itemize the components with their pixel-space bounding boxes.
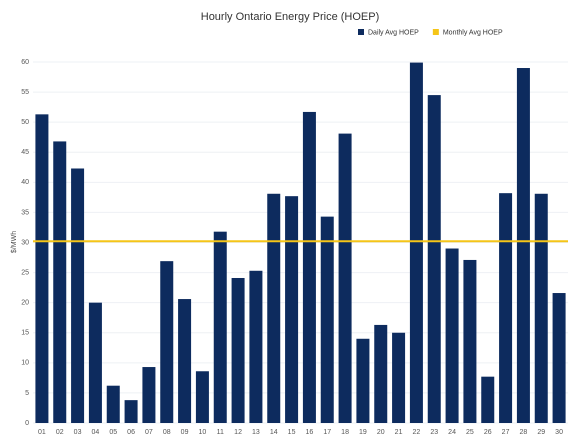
bar: [427, 95, 441, 423]
x-tick-label: 03: [74, 429, 82, 435]
bar: [534, 193, 548, 423]
x-tick-label: 13: [252, 429, 260, 435]
y-tick-label: 40: [21, 179, 29, 186]
x-tick-label: 12: [234, 429, 242, 435]
bar: [124, 400, 138, 423]
x-tick-label: 17: [323, 429, 331, 435]
y-tick-label: 60: [21, 59, 29, 66]
x-tick-label: 14: [270, 429, 278, 435]
bar: [374, 324, 388, 423]
x-tick-label: 09: [181, 429, 189, 435]
y-tick-label: 10: [21, 360, 29, 367]
bar: [285, 196, 299, 423]
x-tick-label: 06: [127, 429, 135, 435]
legend-label: Monthly Avg HOEP: [443, 29, 503, 36]
bar: [481, 376, 495, 423]
bar: [445, 248, 459, 423]
x-tick-label: 11: [217, 429, 224, 435]
y-tick-label: 55: [21, 89, 29, 96]
bar: [392, 332, 406, 423]
x-tick-label: 19: [359, 429, 367, 435]
bar: [338, 133, 352, 423]
x-tick-label: 27: [502, 429, 510, 435]
bar: [53, 141, 67, 424]
bar: [88, 302, 102, 423]
y-tick-label: 5: [25, 390, 29, 397]
bar: [35, 114, 49, 423]
x-tick-label: 29: [537, 429, 545, 435]
x-tick-label: 25: [466, 429, 474, 435]
x-tick-label: 30: [555, 429, 563, 435]
x-tick-label: 24: [448, 429, 456, 435]
legend-label: Daily Avg HOEP: [368, 29, 419, 36]
bar: [516, 68, 530, 424]
y-tick-label: 20: [21, 300, 29, 307]
x-tick-label: 26: [484, 429, 492, 435]
y-tick-label: 50: [21, 119, 29, 126]
bar: [160, 261, 174, 423]
bar: [195, 371, 209, 423]
x-tick-label: 28: [520, 429, 528, 435]
bar: [267, 193, 281, 423]
x-tick-label: 07: [145, 429, 153, 435]
y-tick-label: 35: [21, 209, 29, 216]
bar: [320, 216, 334, 423]
legend-swatch: [358, 29, 364, 35]
x-tick-label: 16: [306, 429, 314, 435]
x-tick-label: 04: [92, 429, 100, 435]
y-axis-label: $/MWh: [11, 231, 18, 253]
bar: [249, 270, 263, 423]
y-tick-label: 45: [21, 149, 29, 156]
legend-swatch: [432, 29, 439, 35]
bar: [499, 193, 513, 423]
y-tick-label: 15: [21, 330, 29, 337]
bar: [231, 277, 245, 423]
x-tick-label: 18: [341, 429, 349, 435]
x-tick-label: 23: [430, 429, 438, 435]
x-tick-label: 20: [377, 429, 385, 435]
x-tick-label: 21: [395, 429, 403, 435]
x-tick-label: 22: [413, 429, 421, 435]
y-tick-label: 30: [21, 239, 29, 246]
y-tick-label: 0: [25, 420, 29, 427]
y-tick-label: 25: [21, 269, 29, 276]
bar: [213, 231, 227, 423]
chart-title: Hourly Ontario Energy Price (HOEP): [201, 11, 380, 23]
bar: [142, 367, 156, 423]
bar: [409, 62, 423, 424]
bar: [106, 385, 120, 423]
bar: [356, 338, 370, 423]
x-tick-label: 01: [38, 429, 46, 435]
bar: [71, 168, 85, 423]
x-tick-label: 15: [288, 429, 296, 435]
x-tick-label: 10: [199, 429, 207, 435]
bar: [552, 293, 566, 423]
bar: [463, 259, 477, 423]
x-tick-label: 02: [56, 429, 64, 435]
x-tick-label: 08: [163, 429, 171, 435]
bar: [302, 111, 316, 424]
bar: [178, 299, 192, 423]
x-tick-label: 05: [109, 429, 117, 435]
